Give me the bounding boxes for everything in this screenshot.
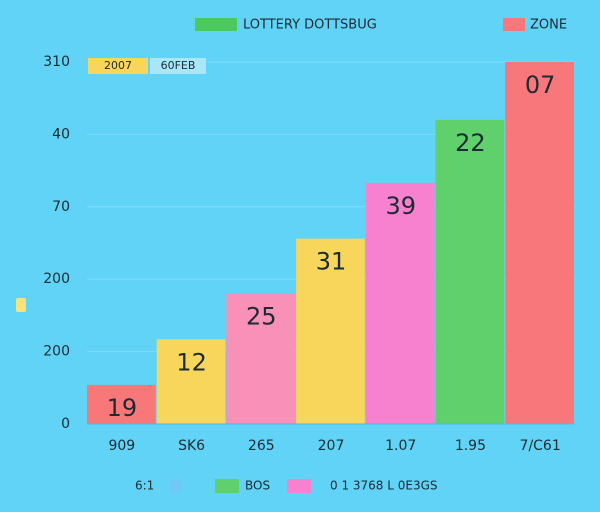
bar (505, 62, 574, 424)
x-tick-label: 265 (248, 438, 275, 454)
x-tick-label: 1.07 (385, 438, 416, 454)
value-label: 19 (107, 394, 138, 422)
y-tick-label: 200 (43, 271, 70, 287)
x-tick-label: 207 (318, 438, 345, 454)
bar (156, 339, 226, 424)
y-tick-label: 0 (61, 416, 70, 432)
tag-label: 2007 (104, 59, 132, 72)
bar (365, 182, 435, 424)
legend-swatch (215, 479, 239, 493)
legend-label: BOS (245, 479, 270, 493)
value-label: 25 (246, 303, 277, 331)
bar (296, 238, 365, 424)
bar (226, 293, 296, 424)
legend-swatch (287, 479, 311, 493)
tag-box (150, 58, 206, 74)
y-tick-label: 70 (52, 199, 70, 215)
legend-swatch (170, 479, 182, 493)
bar (435, 119, 505, 425)
legend-swatch (195, 18, 237, 31)
tag-box (88, 58, 148, 74)
x-tick-label: 909 (108, 438, 135, 454)
y-tick-label: 200 (43, 344, 70, 360)
side-icon (16, 298, 26, 312)
y-tick-label: 40 (52, 126, 70, 142)
legend-label: ZONE (530, 18, 567, 33)
value-label: 12 (176, 348, 207, 376)
legend-swatch (503, 18, 525, 31)
x-tick-label: 1.95 (455, 438, 486, 454)
y-tick-label: 310 (43, 54, 70, 70)
bar (87, 384, 156, 424)
legend-label: 6:1 (135, 479, 154, 493)
value-label: 39 (385, 192, 416, 220)
tag-label: 60FEB (161, 59, 196, 72)
value-label: 07 (525, 71, 556, 99)
x-tick-label: 7/C61 (520, 438, 561, 454)
x-tick-label: SK6 (178, 438, 205, 454)
value-label: 31 (316, 248, 347, 276)
legend-label: LOTTERY DOTTSBUG (243, 18, 377, 33)
legend-label: 0 1 3768 L 0E3GS (330, 479, 438, 493)
value-label: 22 (455, 129, 486, 157)
